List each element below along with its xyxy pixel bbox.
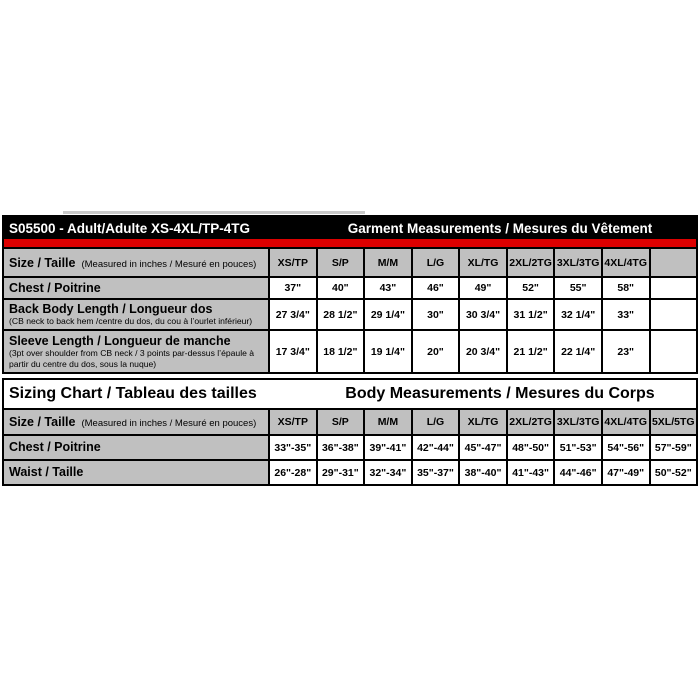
value-cell: 19 1/4" [363,331,411,373]
value-cell: 57"-59" [648,436,697,459]
value-cell: 33"-35" [268,436,316,459]
sizing-size-header-row: Size / Taille (Measured in inches / Mesur… [4,408,697,434]
value-cell: 46" [410,278,459,298]
table-row-chest: Chest / Poitrine 37" 40" 43" 46" 49" 52"… [4,276,697,298]
value-cell: 44"-46" [553,461,601,484]
cropped-content-artifact [63,211,365,214]
value-cell: 50"-52" [648,461,697,484]
body-measurements-heading: Body Measurements / Mesures du Corps [345,385,655,402]
column-header: 3XL/3TG [553,410,601,434]
column-header: S/P [315,410,364,434]
red-accent-stripe [4,239,696,247]
value-cell: 23" [600,331,649,373]
column-header: XS/TP [268,410,316,434]
value-cell: 54"-56" [600,436,649,459]
column-header-empty [648,249,697,276]
column-header: XL/TG [458,249,506,276]
column-header: S/P [315,249,364,276]
table-row-body-waist: Waist / Taille 26"-28" 29"-31" 32"-34" 3… [4,459,697,484]
row-label-cell: Waist / Taille [4,461,268,484]
table-row-sleeve-length: Sleeve Length / Longueur de manche (3pt … [4,329,697,373]
value-cell: 58" [600,278,649,298]
garment-size-label-cell: Size / Taille (Measured in inches / Mesur… [4,249,268,276]
value-cell: 32 1/4" [553,300,601,330]
column-header: 3XL/3TG [553,249,601,276]
value-cell: 43" [363,278,411,298]
value-cell: 35"-37" [410,461,459,484]
column-header: L/G [410,249,459,276]
value-cell: 26"-28" [268,461,316,484]
value-cell: 22 1/4" [553,331,601,373]
size-measure-note: (Measured in inches / Mesuré en pouces) [81,258,257,270]
value-cell: 36"-38" [315,436,364,459]
row-label: Waist / Taille [9,465,84,480]
value-cell: 32"-34" [363,461,411,484]
value-cell: 42"-44" [410,436,459,459]
value-cell: 38"-40" [458,461,506,484]
column-header: XS/TP [268,249,316,276]
row-label: Chest / Poitrine [9,440,101,455]
column-header: 5XL/5TG [648,410,697,434]
value-cell: 20 3/4" [458,331,506,373]
value-cell-empty [648,278,697,298]
row-label-cell: Chest / Poitrine [4,436,268,459]
column-header: 4XL/4TG [600,249,649,276]
value-cell: 48"-50" [505,436,554,459]
garment-measurements-heading: Garment Measurements / Mesures du Vêteme… [347,220,653,236]
value-cell-empty [648,300,697,330]
value-cell: 27 3/4" [268,300,316,330]
value-cell: 40" [315,278,364,298]
table-row-body-chest: Chest / Poitrine 33"-35" 36"-38" 39"-41"… [4,434,697,459]
value-cell: 29"-31" [315,461,364,484]
garment-measurements-table: S05500 - Adult/Adulte XS-4XL/TP-4TG Garm… [2,215,698,375]
value-cell: 52" [505,278,554,298]
product-code-title: S05500 - Adult/Adulte XS-4XL/TP-4TG [9,220,251,236]
value-cell: 37" [268,278,316,298]
column-header: M/M [363,410,411,434]
column-header: XL/TG [458,410,506,434]
sizing-chart-heading: Sizing Chart / Tableau des tailles [9,385,257,402]
value-cell: 41"-43" [505,461,554,484]
row-label-cell: Chest / Poitrine [4,278,268,298]
column-header: 2XL/2TG [505,410,554,434]
table-row-back-body-length: Back Body Length / Longueur dos (CB neck… [4,298,697,330]
value-cell: 33" [600,300,649,330]
value-cell: 39"-41" [363,436,411,459]
value-cell: 55" [553,278,601,298]
size-label: Size / Taille [9,415,76,429]
column-header: 2XL/2TG [505,249,554,276]
value-cell: 47"-49" [600,461,649,484]
value-cell: 21 1/2" [505,331,554,373]
value-cell: 51"-53" [553,436,601,459]
sizing-table-title-row: Sizing Chart / Tableau des tailles Body … [4,380,696,408]
value-cell: 49" [458,278,506,298]
column-header: 4XL/4TG [600,410,649,434]
garment-size-header-row: Size / Taille (Measured in inches / Mesur… [4,247,697,276]
row-label-cell: Sleeve Length / Longueur de manche (3pt … [4,331,268,373]
column-header: M/M [363,249,411,276]
row-label: Back Body Length / Longueur dos [9,302,213,316]
value-cell: 30 3/4" [458,300,506,330]
value-cell: 18 1/2" [315,331,364,373]
sizing-size-label-cell: Size / Taille (Measured in inches / Mesur… [4,410,268,434]
row-label-note: (CB neck to back hem /centre du dos, du … [9,316,253,327]
body-measurements-table: Sizing Chart / Tableau des tailles Body … [2,378,698,486]
value-cell: 30" [410,300,459,330]
size-label: Size / Taille [9,255,76,270]
row-label-cell: Back Body Length / Longueur dos (CB neck… [4,300,268,330]
value-cell: 29 1/4" [363,300,411,330]
row-label: Sleeve Length / Longueur de manche [9,333,231,348]
garment-table-title-bar: S05500 - Adult/Adulte XS-4XL/TP-4TG Garm… [4,217,696,239]
value-cell: 20" [410,331,459,373]
value-cell: 45"-47" [458,436,506,459]
row-label-note: (3pt over shoulder from CB neck / 3 poin… [9,348,255,369]
value-cell: 17 3/4" [268,331,316,373]
size-measure-note: (Measured in inches / Mesuré en pouces) [81,418,257,429]
row-label: Chest / Poitrine [9,280,101,295]
value-cell-empty [648,331,697,373]
column-header: L/G [410,410,459,434]
value-cell: 28 1/2" [315,300,364,330]
value-cell: 31 1/2" [505,300,554,330]
